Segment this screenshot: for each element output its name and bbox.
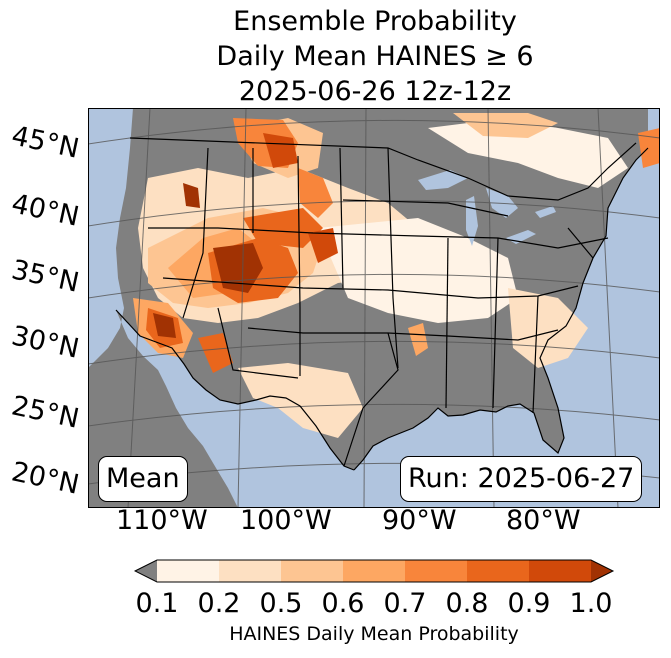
colorbar-tick: 0.2 <box>197 588 241 619</box>
great-lakes <box>535 206 556 218</box>
patch <box>408 323 428 356</box>
colorbar-segment <box>467 560 529 582</box>
run-label: Run: 2025-06-27 <box>400 456 643 502</box>
map-frame <box>88 108 660 508</box>
colorbar-tick: 1.0 <box>569 588 613 619</box>
patch <box>298 168 333 218</box>
patch <box>153 313 176 338</box>
lon-label: 110°W <box>116 505 208 536</box>
colorbar-segment <box>529 560 591 582</box>
colorbar-outline <box>134 559 615 583</box>
lat-label: 40°N <box>8 188 82 233</box>
great-lakes <box>418 170 468 190</box>
colorbar-segment <box>343 560 405 582</box>
lon-label: 80°W <box>506 505 581 536</box>
state-borders <box>115 137 649 471</box>
colorbar-segment <box>157 560 219 582</box>
colorbar <box>134 559 615 583</box>
colorbar-tick: 0.6 <box>321 588 365 619</box>
lat-label: 20°N <box>8 456 82 501</box>
patch <box>213 243 263 293</box>
colorbar-under-arrow <box>135 560 157 582</box>
patch <box>428 118 628 188</box>
patch <box>308 228 338 263</box>
lon-label: 90°W <box>382 505 457 536</box>
patch <box>183 183 200 208</box>
probability-map <box>88 108 660 508</box>
patch <box>238 363 363 438</box>
colorbar-segment <box>405 560 467 582</box>
stat-label: Mean <box>98 456 188 502</box>
patch <box>453 113 558 138</box>
colorbar-tick: 0.1 <box>135 588 179 619</box>
title-line-2: Daily Mean HAINES ≥ 6 <box>216 41 534 72</box>
lat-label: 25°N <box>8 390 82 435</box>
colorbar-label: HAINES Daily Mean Probability <box>229 623 519 645</box>
colorbar-tick: 0.7 <box>383 588 427 619</box>
lon-label: 100°W <box>240 505 332 536</box>
lat-label: 35°N <box>8 254 82 299</box>
lat-label: 45°N <box>8 120 82 165</box>
colorbar-tick: 0.5 <box>259 588 303 619</box>
patch <box>638 128 660 168</box>
colorbar-segment <box>219 560 281 582</box>
patch <box>263 133 298 168</box>
patch <box>198 333 233 373</box>
patch <box>243 208 323 248</box>
lat-label: 30°N <box>8 320 82 365</box>
colorbar-tick: 0.8 <box>445 588 489 619</box>
title-line-1: Ensemble Probability <box>233 6 517 37</box>
colorbar-tick: 0.9 <box>507 588 551 619</box>
colorbar-segment <box>281 560 343 582</box>
colorbar-over-arrow <box>591 560 613 582</box>
title-line-3: 2025-06-26 12z-12z <box>238 76 512 107</box>
